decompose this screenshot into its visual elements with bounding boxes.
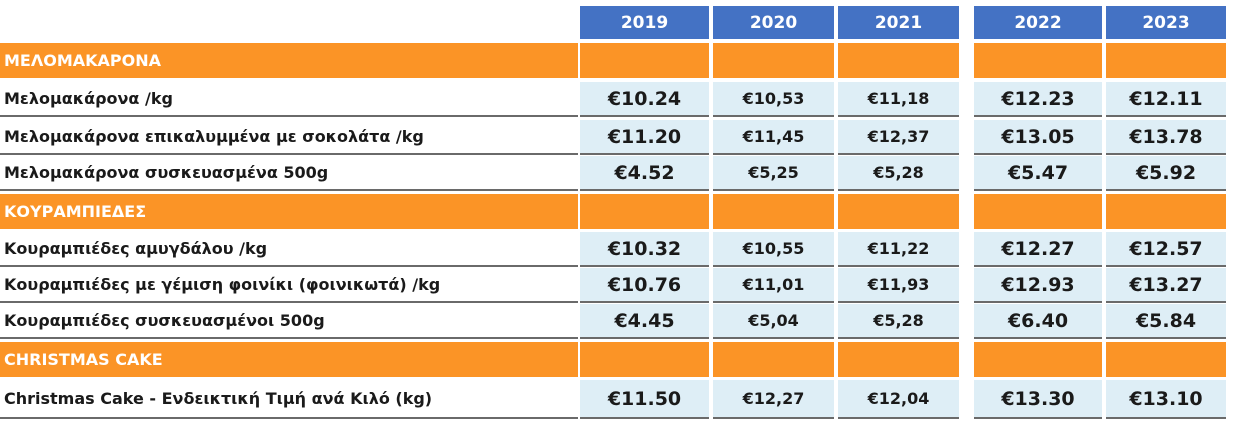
price-cell: €5,28 [838, 156, 959, 191]
price-cell: €4.52 [580, 156, 709, 191]
year-header-2020: 2020 [713, 6, 834, 39]
product-label: Μελομακάρονα επικαλυμμένα με σοκολάτα /k… [0, 120, 578, 155]
price-cell: €13.27 [1106, 268, 1226, 303]
price-cell: €11,01 [713, 268, 834, 303]
section-fill-cell [713, 342, 834, 377]
price-cell: €5.47 [974, 156, 1102, 191]
price-cell: €10,53 [713, 82, 834, 117]
price-cell: €12,37 [838, 120, 959, 155]
product-label: Μελομακάρονα /kg [0, 82, 578, 117]
price-cell: €13.78 [1106, 120, 1226, 155]
price-cell: €13.10 [1106, 380, 1226, 419]
section-fill-cell [1106, 43, 1226, 78]
price-cell: €10.76 [580, 268, 709, 303]
section-fill-cell [580, 194, 709, 229]
section-fill-cell [974, 342, 1102, 377]
section-fill-cell [838, 194, 959, 229]
price-cell: €12.23 [974, 82, 1102, 117]
section-fill-cell [1106, 342, 1226, 377]
section-fill-cell [974, 194, 1102, 229]
product-label: Christmas Cake - Ενδεικτική Τιμή ανά Κιλ… [0, 380, 578, 419]
price-cell: €12.11 [1106, 82, 1226, 117]
section-fill-cell [580, 43, 709, 78]
section-fill-cell [974, 43, 1102, 78]
section-title: CHRISTMAS CAKE [0, 342, 578, 377]
year-header-2021: 2021 [838, 6, 959, 39]
price-cell: €12,27 [713, 380, 834, 419]
price-cell: €11.50 [580, 380, 709, 419]
product-label: Μελομακάρονα συσκευασμένα 500g [0, 156, 578, 191]
price-cell: €5,28 [838, 304, 959, 339]
price-cell: €13.05 [974, 120, 1102, 155]
price-cell: €11.20 [580, 120, 709, 155]
price-cell: €10.24 [580, 82, 709, 117]
price-cell: €12.57 [1106, 232, 1226, 267]
price-cell: €5,25 [713, 156, 834, 191]
section-fill-cell [838, 43, 959, 78]
section-fill-cell [713, 194, 834, 229]
price-cell: €11,18 [838, 82, 959, 117]
section-fill-cell [713, 43, 834, 78]
product-label: Κουραμπιέδες αμυγδάλου /kg [0, 232, 578, 267]
price-cell: €10,55 [713, 232, 834, 267]
price-cell: €13.30 [974, 380, 1102, 419]
year-header-2023: 2023 [1106, 6, 1226, 39]
section-fill-cell [1106, 194, 1226, 229]
price-cell: €11,22 [838, 232, 959, 267]
price-cell: €12.93 [974, 268, 1102, 303]
product-label: Κουραμπιέδες με γέμιση φοινίκι (φοινικωτ… [0, 268, 578, 303]
year-header-2022: 2022 [974, 6, 1102, 39]
section-title: ΜΕΛΟΜΑΚΑΡΟΝΑ [0, 43, 578, 78]
price-cell: €4.45 [580, 304, 709, 339]
product-label: Κουραμπιέδες συσκευασμένοι 500g [0, 304, 578, 339]
price-cell: €11,45 [713, 120, 834, 155]
price-cell: €11,93 [838, 268, 959, 303]
price-cell: €6.40 [974, 304, 1102, 339]
price-cell: €10.32 [580, 232, 709, 267]
price-cell: €5.92 [1106, 156, 1226, 191]
section-title: ΚΟΥΡΑΜΠΙΕΔΕΣ [0, 194, 578, 229]
price-cell: €12,04 [838, 380, 959, 419]
price-cell: €5.84 [1106, 304, 1226, 339]
price-cell: €5,04 [713, 304, 834, 339]
price-cell: €12.27 [974, 232, 1102, 267]
year-header-2019: 2019 [580, 6, 709, 39]
section-fill-cell [580, 342, 709, 377]
section-fill-cell [838, 342, 959, 377]
